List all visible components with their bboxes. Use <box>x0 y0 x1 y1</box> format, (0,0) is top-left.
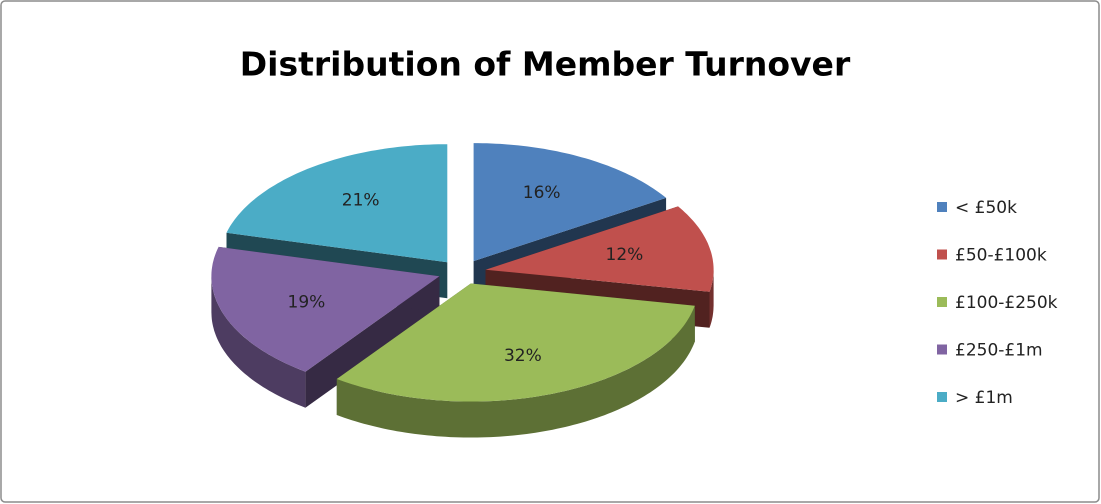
legend-label: £50-£100k <box>955 246 1047 266</box>
slice <box>211 246 440 372</box>
chart-title: Distribution of Member Turnover <box>240 45 851 84</box>
legend-label: £250-£1m <box>955 341 1043 361</box>
pie: 16% 21% 12% 19% 32% <box>211 143 714 438</box>
legend-label: £100-£250k <box>955 293 1058 313</box>
legend-swatch <box>937 249 947 260</box>
slice-wall <box>336 305 695 438</box>
slice <box>336 283 695 402</box>
slice <box>473 143 667 262</box>
slice <box>226 144 448 263</box>
value-label: 16% <box>523 183 561 203</box>
value-label: 12% <box>606 245 644 265</box>
slice-wall <box>709 269 714 328</box>
slice <box>485 206 714 292</box>
legend-swatch <box>937 297 947 307</box>
legend-swatch <box>937 392 947 402</box>
legend-swatch <box>937 202 947 212</box>
value-label: 19% <box>288 293 326 313</box>
legend-label: > £1m <box>955 388 1013 408</box>
slice-wall <box>211 276 306 408</box>
legend: < £50k £50-£100k £100-£250k £250-£1m > £1m <box>937 198 1058 408</box>
slice-side <box>305 276 440 408</box>
legend-swatch <box>937 344 947 355</box>
legend-label: < £50k <box>955 198 1017 218</box>
value-label: 32% <box>504 346 542 366</box>
value-label: 21% <box>342 191 380 211</box>
